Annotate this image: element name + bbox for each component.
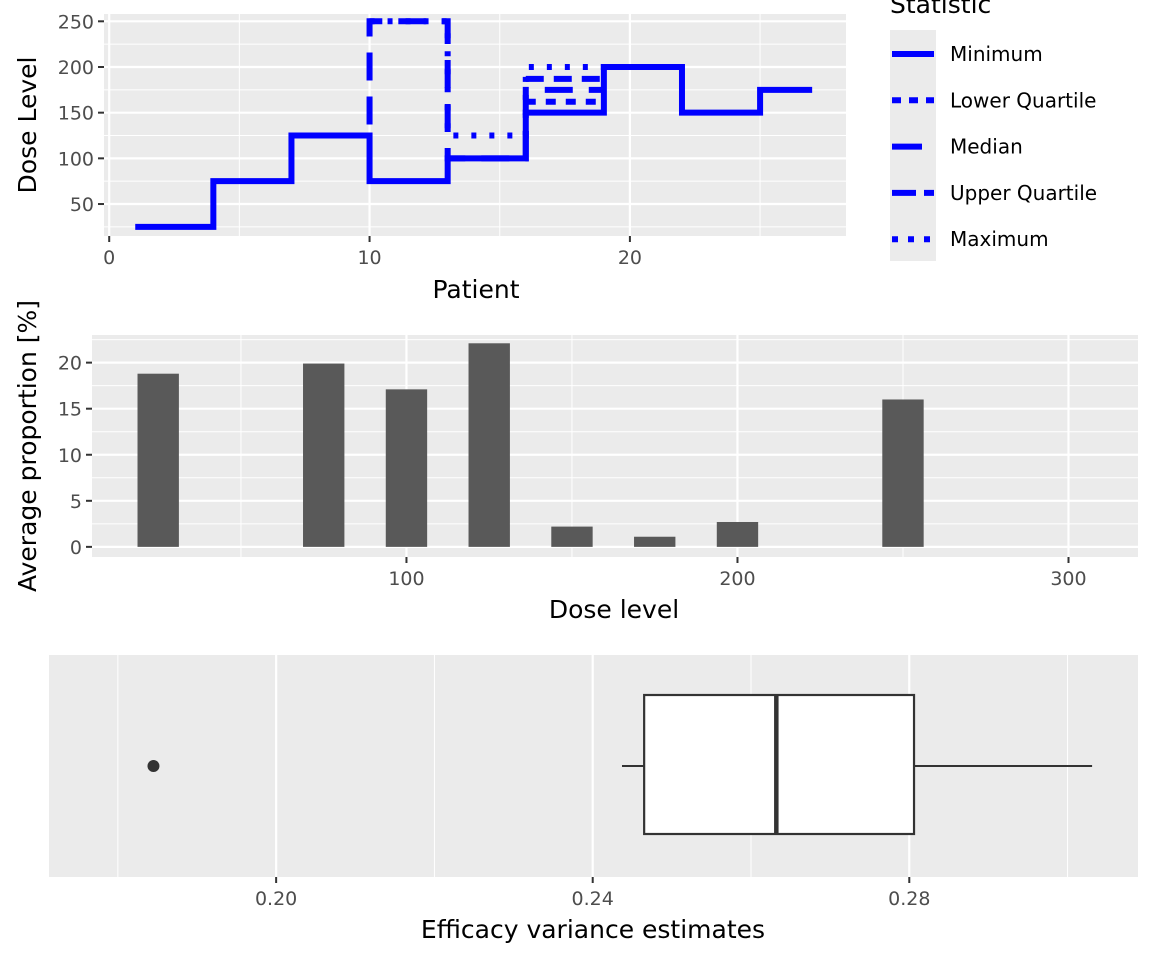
y-tick-label: 150 xyxy=(58,103,94,125)
x-tick-label: 0.24 xyxy=(572,888,614,910)
panel1-y-ticks: 50 100 150 200 250 xyxy=(58,11,104,216)
panel3-x-axis-title: Efficacy variance estimates xyxy=(421,915,765,944)
x-tick-label: 10 xyxy=(357,247,381,269)
panel1-background xyxy=(104,14,846,236)
panel2-y-ticks: 0 5 10 15 20 xyxy=(58,353,92,559)
panel1-y-axis-title: Dose Level xyxy=(13,57,42,194)
panel1-series-lines xyxy=(135,18,813,230)
panel-average-proportion: 100 200 300 0 5 10 15 20 Dose level Average pr… xyxy=(13,300,1138,624)
y-tick-label: 20 xyxy=(58,353,82,375)
bar-dose-175 xyxy=(634,536,676,547)
x-tick-label: 200 xyxy=(719,568,755,590)
legend-label-median: Median xyxy=(950,135,1023,159)
legend-label-lower-quartile: Lower Quartile xyxy=(950,88,1096,112)
panel3-x-ticks: 0.20 0.24 0.28 xyxy=(255,877,930,910)
x-tick-label: 100 xyxy=(388,568,424,590)
panel-dose-level: 0 10 20 50 100 150 200 250 Patient Dose Level xyxy=(13,11,846,304)
interquartile-box xyxy=(643,693,916,836)
panel2-x-ticks: 100 200 300 xyxy=(388,557,1087,590)
x-tick-label: 0.20 xyxy=(255,888,297,910)
bar-dose-75 xyxy=(303,363,345,547)
y-tick-label: 15 xyxy=(58,399,82,421)
panel2-y-axis-title: Average proportion [%] xyxy=(13,300,42,592)
y-tick-label: 0 xyxy=(70,537,82,559)
panel2-background xyxy=(92,335,1138,557)
x-tick-label: 0 xyxy=(103,247,115,269)
outlier-point xyxy=(147,760,160,772)
x-tick-label: 20 xyxy=(618,247,642,269)
bar-dose-125 xyxy=(468,343,510,547)
legend-label-upper-quartile: Upper Quartile xyxy=(950,181,1097,205)
y-tick-label: 10 xyxy=(58,445,82,467)
panel-efficacy-variance: 0.20 0.24 0.28 Efficacy variance estimates xyxy=(49,655,1138,944)
bar-dose-150 xyxy=(551,526,593,547)
legend-title: Statistic xyxy=(890,0,991,19)
x-tick-label: 0.28 xyxy=(888,888,930,910)
bar-dose-25 xyxy=(137,373,179,547)
panel1-x-ticks: 0 10 20 xyxy=(103,236,642,269)
legend-items: Minimum Lower Quartile Median Upper Quartil… xyxy=(892,42,1097,251)
bar-dose-250 xyxy=(882,399,924,547)
y-tick-label: 200 xyxy=(58,57,94,79)
y-tick-label: 100 xyxy=(58,148,94,170)
bar-dose-200 xyxy=(716,521,759,547)
panel1-x-axis-title: Patient xyxy=(432,275,519,304)
panel1-major-gridlines xyxy=(104,14,846,236)
legend-label-maximum: Maximum xyxy=(950,227,1049,251)
y-tick-label: 5 xyxy=(70,491,82,513)
x-tick-label: 300 xyxy=(1050,568,1086,590)
legend: Statistic Minimum Lower Quartile Median Upp… xyxy=(890,0,1097,261)
panel2-bars xyxy=(137,343,924,547)
bar-dose-100 xyxy=(385,389,428,547)
panel3-boxplot xyxy=(147,693,1093,836)
y-tick-label: 250 xyxy=(58,11,94,33)
panel2-x-axis-title: Dose level xyxy=(549,595,679,624)
legend-label-minimum: Minimum xyxy=(950,42,1043,66)
y-tick-label: 50 xyxy=(70,194,94,216)
panel2-minor-gridlines xyxy=(92,335,1138,557)
